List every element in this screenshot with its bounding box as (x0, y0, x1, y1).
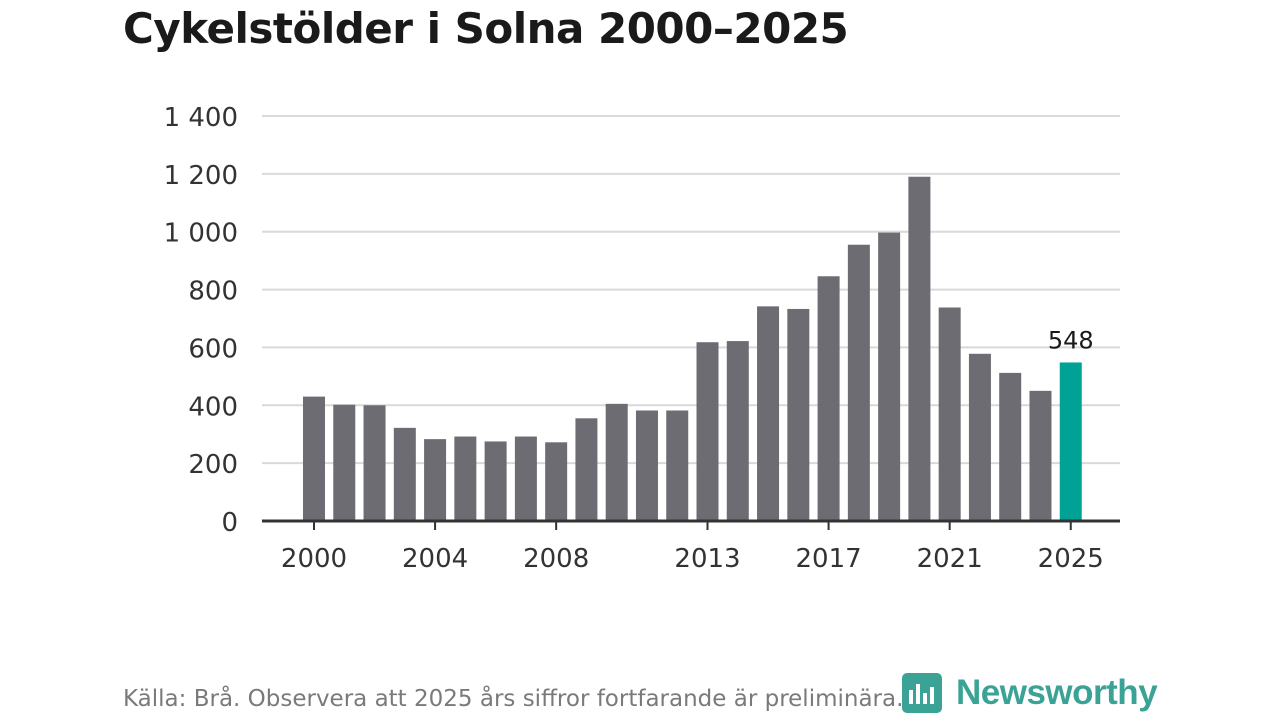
bar-2025 (1059, 362, 1082, 521)
x-tick-label: 2000 (281, 544, 347, 574)
bar-2008 (545, 442, 568, 521)
x-axis: 2000 2004 2008 2013 2017 2021 2025 (262, 519, 1120, 574)
y-tick-label: 1 200 (164, 161, 238, 191)
newsworthy-logo-icon (902, 673, 942, 713)
gridlines (262, 115, 1120, 465)
bar-2010 (605, 403, 628, 521)
bar-2022 (968, 353, 991, 521)
bar-2019 (878, 232, 901, 521)
bar-2007 (514, 436, 537, 521)
bar-2001 (333, 404, 356, 521)
bar-2021 (938, 307, 961, 521)
bar-2011 (635, 410, 658, 521)
y-axis-ticks: 0 200 400 600 800 1 000 1 200 1 400 (164, 103, 238, 538)
bar-2004 (424, 439, 447, 521)
bar-2018 (847, 244, 870, 521)
source-note: Källa: Brå. Observera att 2025 års siffr… (123, 686, 904, 712)
y-tick-label: 600 (188, 334, 238, 364)
data-labels: 548 (1048, 326, 1094, 354)
chart-title: Cykelstölder i Solna 2000–2025 (123, 4, 849, 53)
bars (303, 176, 1082, 521)
x-tick-label: 2021 (917, 544, 983, 574)
y-tick-label: 400 (188, 392, 238, 422)
x-tick-label: 2025 (1038, 544, 1104, 574)
x-tick-label: 2008 (523, 544, 589, 574)
bar-2016 (787, 308, 810, 521)
bar-2023 (999, 372, 1022, 521)
brand-name: Newsworthy (956, 673, 1158, 712)
data-label-2025: 548 (1048, 326, 1094, 354)
bar-2000 (303, 396, 325, 521)
y-tick-label: 0 (221, 508, 238, 538)
x-tick-label: 2017 (796, 544, 862, 574)
bar-2013 (696, 342, 719, 521)
bar-2009 (575, 418, 598, 521)
bar-2017 (817, 276, 840, 521)
y-tick-label: 1 400 (164, 103, 238, 133)
bar-2003 (393, 427, 416, 521)
bar-2020 (908, 176, 931, 521)
bar-2006 (484, 441, 507, 521)
bar-2002 (363, 405, 386, 521)
bar-2015 (757, 306, 780, 521)
x-tick-label: 2013 (674, 544, 740, 574)
y-tick-label: 1 000 (164, 219, 238, 249)
x-tick-label: 2004 (402, 544, 468, 574)
bar-2014 (726, 341, 749, 521)
y-tick-label: 200 (188, 450, 238, 480)
bar-2024 (1029, 390, 1052, 521)
brand-logo: Newsworthy (902, 670, 1158, 716)
bar-2012 (666, 410, 689, 521)
y-tick-label: 800 (188, 277, 238, 307)
bar-2005 (454, 436, 477, 521)
